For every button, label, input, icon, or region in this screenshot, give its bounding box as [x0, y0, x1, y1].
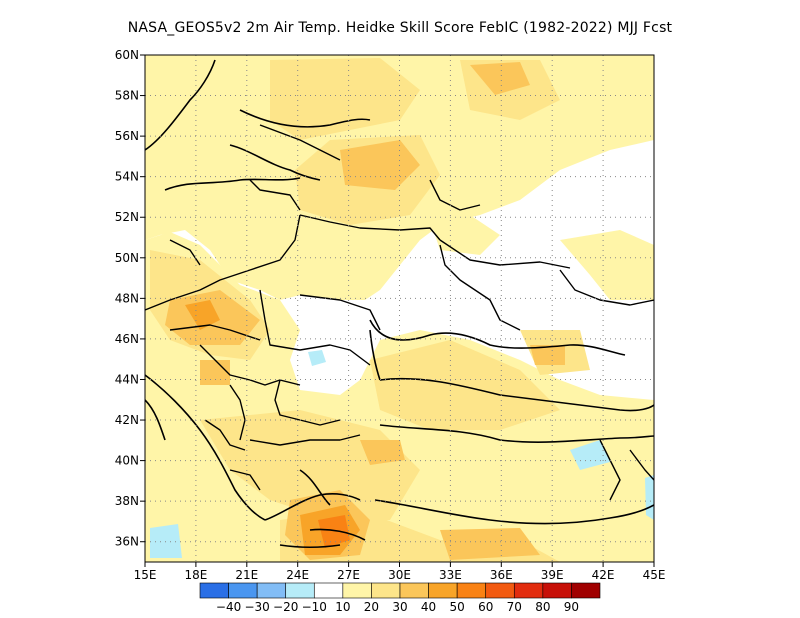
colorbar-label: 20: [364, 600, 379, 614]
y-tick-label: 36N: [115, 535, 139, 549]
y-tick-label: 56N: [115, 129, 139, 143]
colorbar-label: −30: [244, 600, 269, 614]
colorbar-swatch: [428, 582, 458, 599]
colorbar-swatch: [485, 582, 515, 599]
colorbar-swatch: [542, 582, 572, 599]
x-tick-label: 45E: [643, 568, 666, 582]
colorbar-label: 50: [450, 600, 465, 614]
x-tick-label: 42E: [592, 568, 615, 582]
colorbar-swatch: [256, 582, 287, 599]
x-axis-ticks: 15E 18E 21E 24E 27E 30E 33E 36E 39E 42E 45E: [134, 562, 666, 582]
y-tick-label: 48N: [115, 291, 139, 305]
x-tick-label: 15E: [134, 568, 157, 582]
colorbar-label: 60: [478, 600, 493, 614]
y-tick-label: 38N: [115, 494, 139, 508]
colorbar-label: 40: [421, 600, 436, 614]
x-tick-label: 18E: [184, 568, 207, 582]
colorbar-swatch: [313, 582, 344, 599]
colorbar-label: −10: [302, 600, 327, 614]
x-tick-label: 33E: [439, 568, 462, 582]
y-tick-label: 54N: [115, 170, 139, 184]
y-tick-label: 40N: [115, 454, 139, 468]
y-tick-label: 50N: [115, 251, 139, 265]
colorbar-swatch: [513, 582, 544, 599]
colorbar: [199, 582, 601, 599]
colorbar-swatch: [285, 582, 315, 599]
colorbar-swatch: [456, 582, 487, 599]
x-tick-label: 36E: [490, 568, 513, 582]
colorbar-swatch: [399, 582, 429, 599]
colorbar-labels: −40 −30 −20 −10 10 20 30 40 50 60 70 80 90: [216, 600, 579, 614]
colorbar-swatch: [199, 582, 229, 599]
y-tick-label: 60N: [115, 48, 139, 62]
colorbar-label: 70: [507, 600, 522, 614]
x-tick-label: 30E: [388, 568, 411, 582]
y-tick-label: 44N: [115, 372, 139, 386]
skill-50-60-region: [318, 515, 350, 548]
colorbar-label: 90: [564, 600, 579, 614]
colorbar-swatch: [228, 582, 258, 599]
x-tick-label: 39E: [541, 568, 564, 582]
colorbar-label: 10: [335, 600, 350, 614]
skill-score-field: [145, 55, 654, 562]
y-tick-label: 58N: [115, 89, 139, 103]
skill-negative-region: [150, 350, 654, 558]
x-tick-label: 27E: [337, 568, 360, 582]
colorbar-label: 30: [392, 600, 407, 614]
x-tick-label: 24E: [286, 568, 309, 582]
y-tick-label: 46N: [115, 332, 139, 346]
colorbar-swatch: [371, 582, 401, 599]
colorbar-label: 80: [535, 600, 550, 614]
colorbar-swatch: [342, 582, 372, 599]
colorbar-swatch: [571, 582, 601, 599]
colorbar-label: −40: [216, 600, 241, 614]
map-title: NASA_GEOS5v2 2m Air Temp. Heidke Skill S…: [127, 20, 673, 36]
coastline: [145, 59, 654, 549]
x-tick-label: 21E: [235, 568, 258, 582]
y-axis-ticks: 36N 38N 40N 42N 44N 46N 48N 50N 52N 54N 56N 58N 60N: [115, 48, 145, 549]
colorbar-label: −20: [273, 600, 298, 614]
y-tick-label: 42N: [115, 413, 139, 427]
y-tick-label: 52N: [115, 210, 139, 224]
